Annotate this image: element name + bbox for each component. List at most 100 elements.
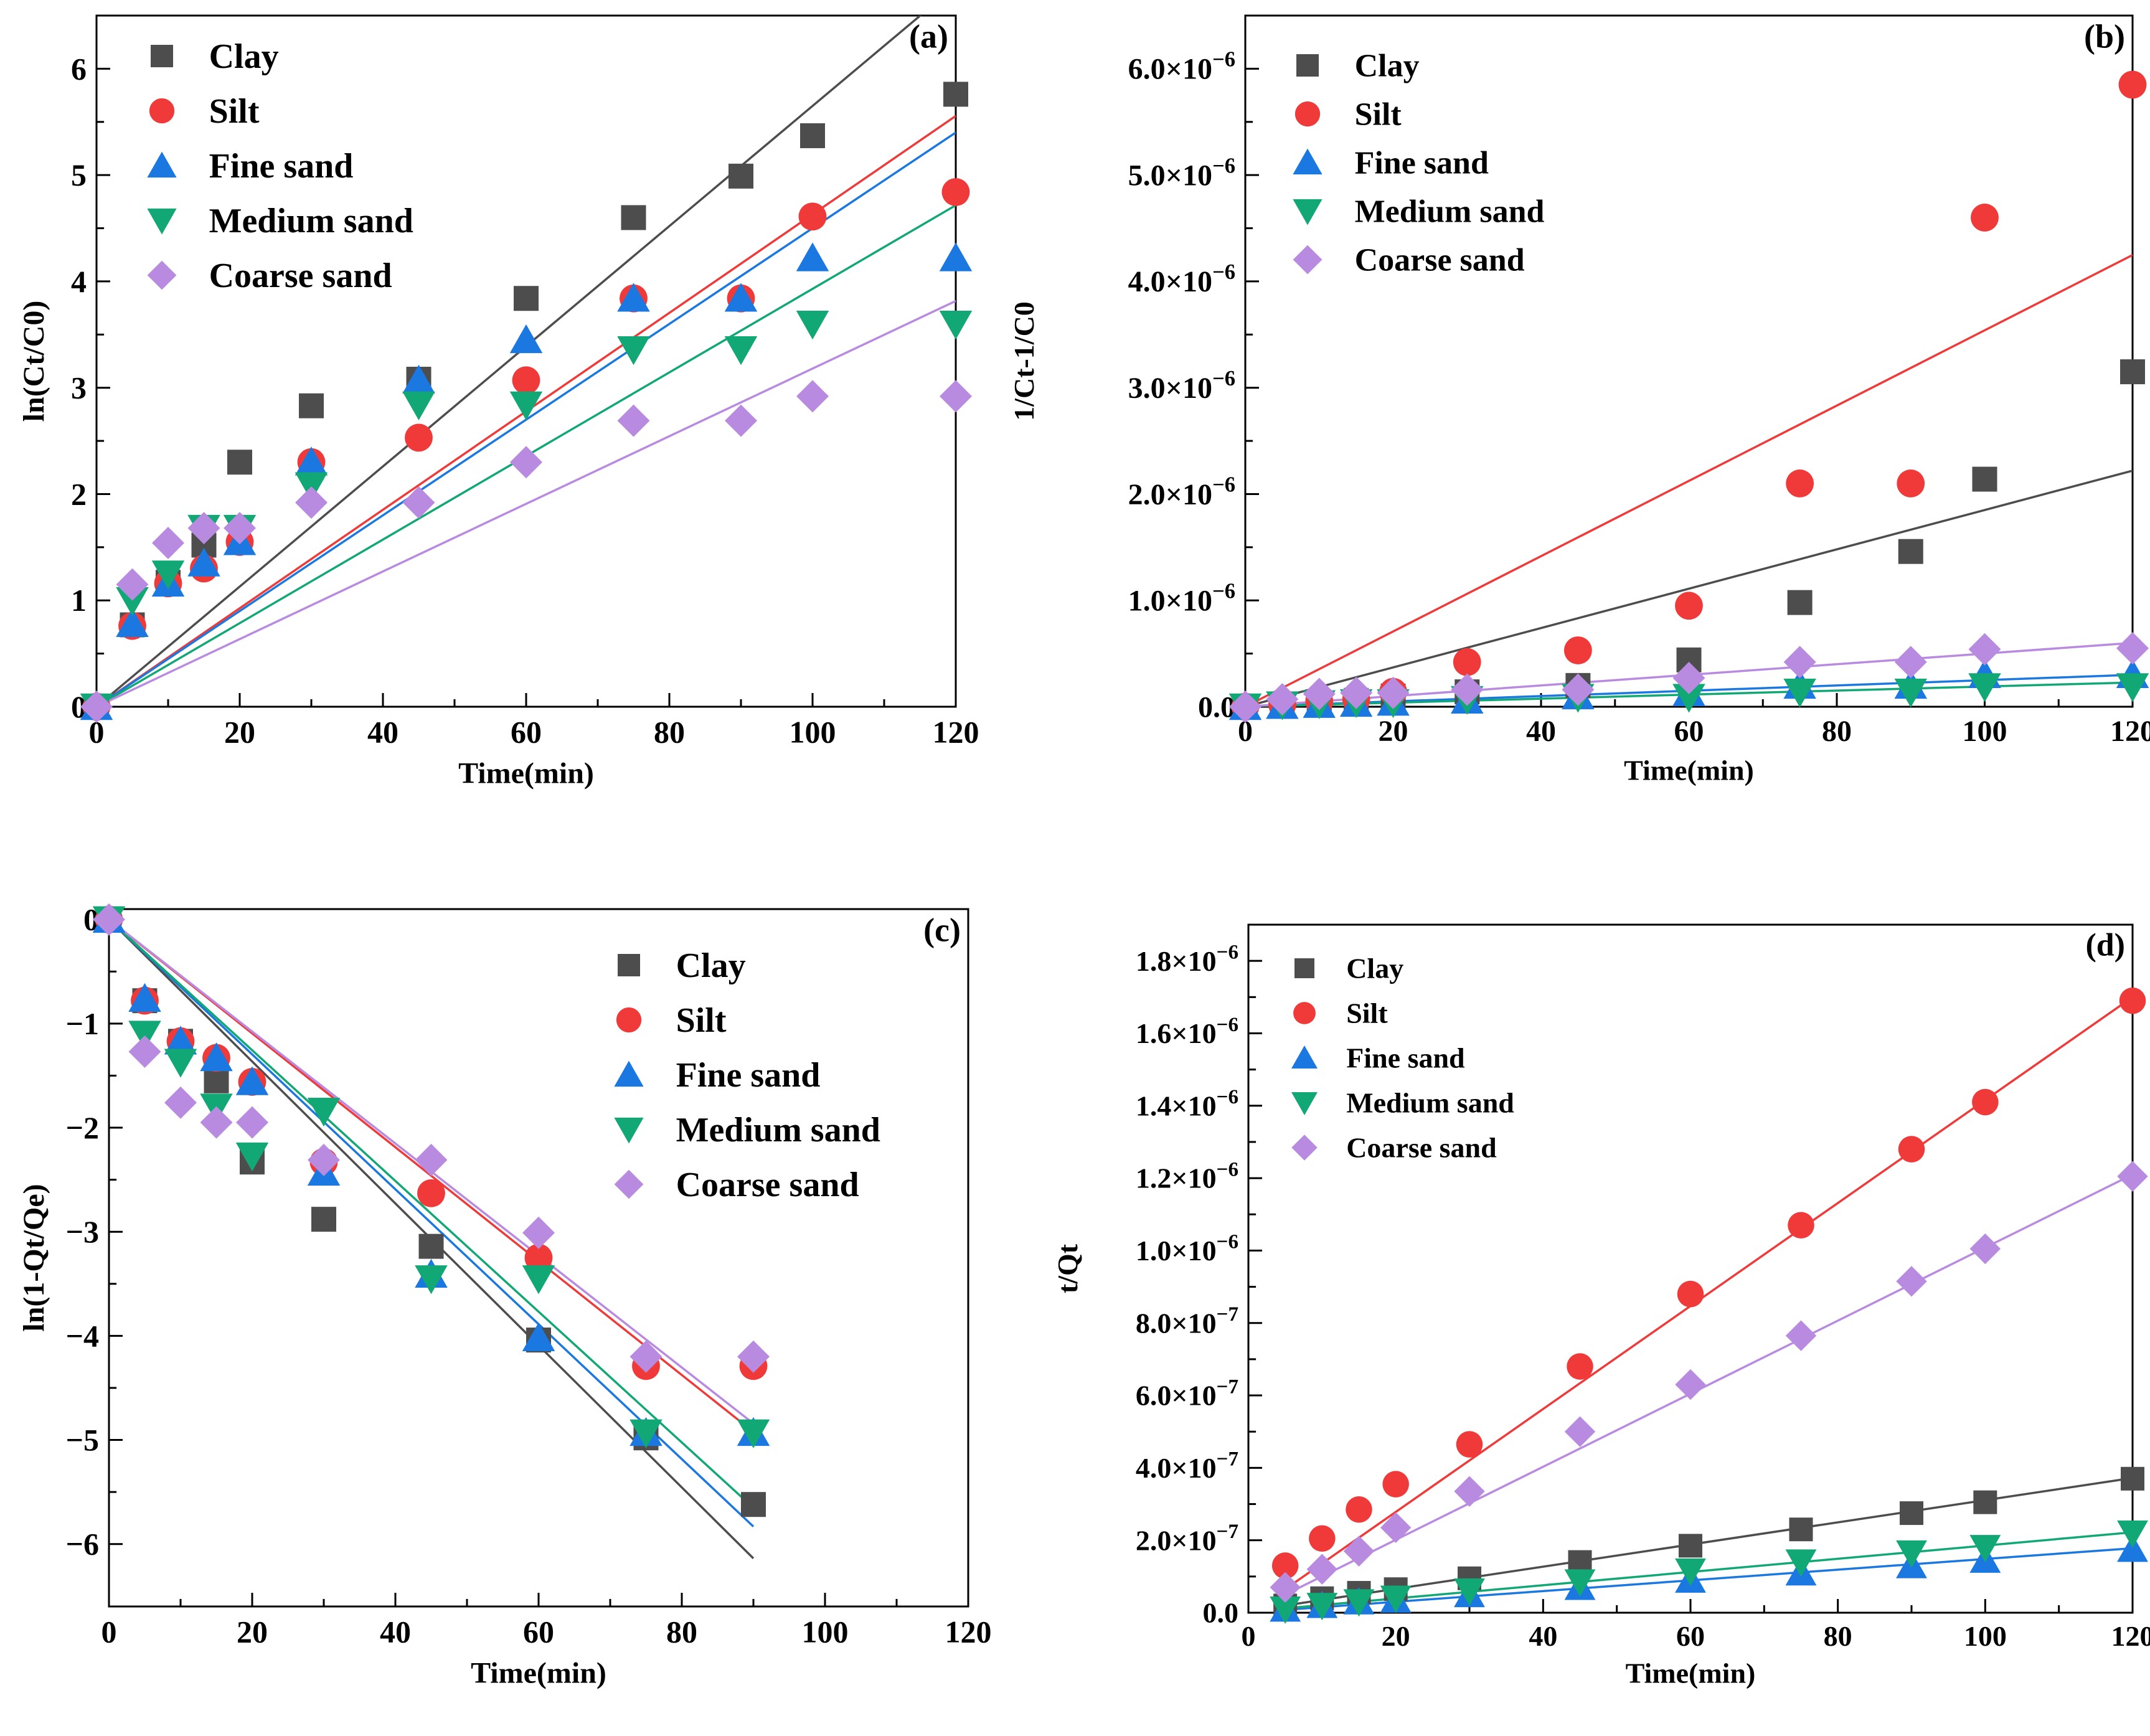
- data-point-medium-sand: [402, 391, 435, 421]
- data-point-coarse-sand: [940, 380, 972, 413]
- data-point-fine-sand: [617, 283, 650, 312]
- data-point-medium-sand: [2117, 1520, 2148, 1548]
- data-point-silt: [524, 1243, 553, 1272]
- y-tick-label: −1: [66, 1006, 100, 1041]
- data-point-clay: [204, 1068, 229, 1093]
- legend-label: Silt: [1346, 998, 1388, 1029]
- data-point-fine-sand: [200, 1042, 233, 1072]
- fit-line-medium-sand: [109, 918, 755, 1509]
- legend: Clay Silt Fine sand Medium sand Coarse sand: [614, 946, 880, 1204]
- data-point-coarse-sand: [737, 1340, 770, 1373]
- legend-marker: [1291, 1135, 1318, 1161]
- y-tick-label: −5: [66, 1423, 100, 1458]
- y-tick-label: 1: [71, 583, 87, 618]
- panel-label: (a): [909, 17, 948, 55]
- y-tick-label: −4: [66, 1318, 100, 1353]
- y-tick-label: 6.0×10−7: [1136, 1375, 1238, 1411]
- data-point-clay: [741, 1492, 766, 1517]
- data-point-silt: [941, 178, 970, 206]
- data-point-clay: [1679, 1534, 1702, 1558]
- x-tick-label: 100: [1963, 715, 2007, 748]
- fit-line-silt: [1245, 254, 2133, 707]
- data-point-medium-sand: [1270, 1596, 1301, 1624]
- legend-marker: [1293, 148, 1323, 175]
- data-point-clay: [728, 163, 753, 189]
- y-tick-label: 1.6×10−6: [1136, 1013, 1238, 1049]
- data-point-medium-sand: [1380, 1585, 1412, 1613]
- chart-panel-4: 0 20 40 60 80 100 120 0.0 2.0×10−7 4.0×10−7 6.0×10…: [1052, 923, 2150, 1689]
- legend: Clay Silt Fine sand Medium sand Coarse sand: [147, 37, 413, 295]
- y-axis-title: ln(1-Qt/Qe): [17, 1184, 50, 1331]
- data-point-silt: [1897, 469, 1925, 498]
- x-axis-title: Time(min): [458, 757, 594, 790]
- data-point-medium-sand: [796, 310, 829, 340]
- data-point-medium-sand: [1306, 1593, 1338, 1621]
- legend-marker: [614, 1117, 644, 1144]
- legend-label: Fine sand: [676, 1056, 821, 1095]
- legend-label: Clay: [676, 946, 746, 985]
- data-point-medium-sand: [128, 1021, 161, 1050]
- y-tick-label: 6.0×10−6: [1128, 48, 1235, 86]
- legend-label: Coarse sand: [1355, 243, 1525, 278]
- legend-marker: [1294, 101, 1321, 127]
- x-tick-label: 60: [511, 715, 542, 750]
- data-point-medium-sand: [2116, 673, 2149, 702]
- data-point-medium-sand: [1894, 678, 1927, 708]
- data-point-coarse-sand: [1303, 677, 1336, 710]
- data-point-medium-sand: [1454, 1578, 1485, 1606]
- data-point-coarse-sand: [200, 1106, 233, 1139]
- y-tick-label: 3: [71, 370, 87, 405]
- x-tick-label: 20: [237, 1615, 268, 1649]
- x-tick-label: 120: [933, 715, 979, 750]
- data-point-silt: [1453, 648, 1481, 676]
- data-point-fine-sand: [2117, 1534, 2148, 1562]
- data-point-silt: [1675, 592, 1703, 620]
- y-tick-label: 6: [71, 51, 87, 86]
- chart-panel-3: 0 20 40 60 80 100 1200−1−2−3−4−5−6Time(min)ln(…: [17, 902, 992, 1690]
- data-point-medium-sand: [151, 560, 185, 590]
- data-point-coarse-sand: [1229, 691, 1261, 723]
- data-point-clay: [1789, 1517, 1813, 1542]
- panel-label: (c): [923, 911, 961, 948]
- x-tick-label: 60: [1676, 1620, 1705, 1652]
- data-point-fine-sand: [187, 547, 220, 577]
- legend-marker: [614, 1060, 644, 1087]
- legend-marker: [1293, 1002, 1316, 1024]
- y-tick-label: 5: [71, 158, 87, 192]
- data-point-clay: [227, 450, 252, 475]
- x-tick-label: 120: [2111, 1620, 2150, 1652]
- data-point-silt: [1972, 1088, 1999, 1116]
- data-point-silt: [2119, 987, 2146, 1014]
- legend-label: Coarse sand: [676, 1166, 859, 1204]
- data-point-medium-sand: [1968, 673, 2001, 702]
- legend-label: Medium sand: [1346, 1087, 1514, 1119]
- data-point-medium-sand: [1785, 1549, 1817, 1577]
- data-point-medium-sand: [235, 1142, 269, 1172]
- data-point-coarse-sand: [1785, 1320, 1817, 1351]
- data-point-clay: [2121, 1466, 2144, 1491]
- legend-label: Fine sand: [209, 147, 354, 186]
- legend-label: Fine sand: [1355, 146, 1489, 181]
- data-point-coarse-sand: [1270, 1572, 1301, 1603]
- data-point-coarse-sand: [1894, 646, 1927, 679]
- y-tick-label: 2.0×10−7: [1136, 1520, 1238, 1556]
- data-point-coarse-sand: [187, 512, 220, 545]
- data-point-fine-sand: [128, 983, 161, 1012]
- data-point-coarse-sand: [796, 380, 829, 413]
- chart-panel-2: 0 20 40 60 80 100 1200.01.0×10−62.0×10−63.0×10…: [1008, 14, 2150, 786]
- data-point-clay: [1787, 590, 1813, 615]
- x-tick-label: 120: [2110, 715, 2150, 748]
- x-tick-label: 40: [1526, 715, 1556, 748]
- data-point-fine-sand: [939, 242, 973, 271]
- panel-label: (b): [2084, 17, 2125, 55]
- legend-label: Clay: [1346, 953, 1403, 984]
- data-point-coarse-sand: [725, 404, 757, 437]
- data-point-clay: [1972, 466, 1997, 492]
- x-tick-label: 80: [1822, 715, 1852, 748]
- legend-label: Medium sand: [1355, 194, 1545, 230]
- data-point-coarse-sand: [1672, 661, 1705, 694]
- data-point-medium-sand: [1783, 678, 1816, 708]
- y-tick-label: 0.0: [1203, 1597, 1239, 1629]
- data-point-medium-sand: [164, 1049, 197, 1078]
- data-point-medium-sand: [1675, 1558, 1706, 1586]
